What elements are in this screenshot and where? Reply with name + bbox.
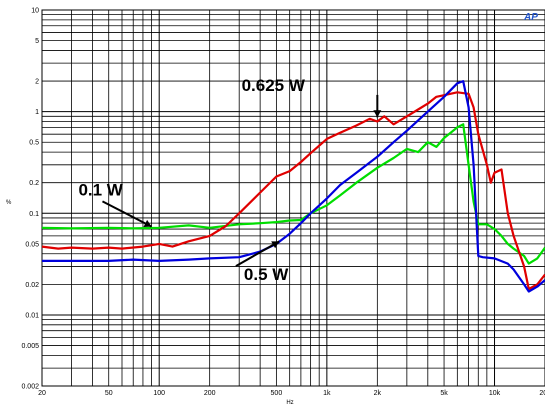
annotation-label: 0.625 W xyxy=(242,76,306,95)
y-tick-label: 1 xyxy=(35,109,39,116)
grid xyxy=(41,9,545,387)
annotation-05w: 0.5 W xyxy=(235,240,289,284)
ap-logo: AP xyxy=(523,12,538,23)
x-axis-label: Hz xyxy=(286,400,293,406)
x-tick-label: 20k xyxy=(539,390,545,397)
series-line xyxy=(41,91,545,291)
y-tick-label: 0.01 xyxy=(25,312,39,319)
y-tick-label: 10 xyxy=(31,8,39,15)
arrow-head xyxy=(143,219,152,227)
annotation-01w: 0.1 W xyxy=(78,180,152,228)
series-line xyxy=(41,123,545,265)
annotation-0625w: 0.625 W xyxy=(242,76,382,118)
arrow-head xyxy=(373,110,382,118)
series-line xyxy=(42,79,545,293)
annotation-arrow xyxy=(102,200,152,228)
y-axis-label: % xyxy=(6,200,12,206)
arrow-head xyxy=(271,241,280,249)
y-tick-label: 0.005 xyxy=(21,343,39,350)
x-tick-label: 10k xyxy=(489,390,501,397)
annotation-label: 0.1 W xyxy=(78,180,123,199)
y-tick-label: 0.1 xyxy=(29,211,39,218)
series-layer xyxy=(41,79,545,293)
x-tick-label: 2k xyxy=(374,390,382,397)
x-tick-label: 100 xyxy=(153,390,165,397)
y-tick-label: 0.5 xyxy=(29,140,39,147)
x-tick-label: 500 xyxy=(271,390,283,397)
x-tick-label: 1k xyxy=(323,390,331,397)
x-tick-label: 20 xyxy=(38,390,46,397)
y-tick-label: 0.002 xyxy=(21,384,39,391)
annotation-label: 0.5 W xyxy=(244,265,289,284)
x-tick-label: 200 xyxy=(204,390,216,397)
x-tick-label: 5k xyxy=(440,390,448,397)
annotations: 0.625 W 0.1 W 0.5 W xyxy=(78,76,382,284)
plot-frame xyxy=(41,9,545,387)
y-tick-label: 5 xyxy=(35,38,39,45)
y-tick-label: 0.02 xyxy=(25,282,39,289)
y-tick-label: 2 xyxy=(35,79,39,86)
y-tick-label: 0.2 xyxy=(29,180,39,187)
annotation-arrow xyxy=(235,240,280,268)
tick-labels: 20 50 100 200 500 1k 2k 5k 10k 20k 10 5 2 1 0.5 0.2 0.1 0… xyxy=(21,8,545,398)
x-tick-label: 50 xyxy=(105,390,113,397)
y-tick-label: 0.05 xyxy=(25,241,39,248)
